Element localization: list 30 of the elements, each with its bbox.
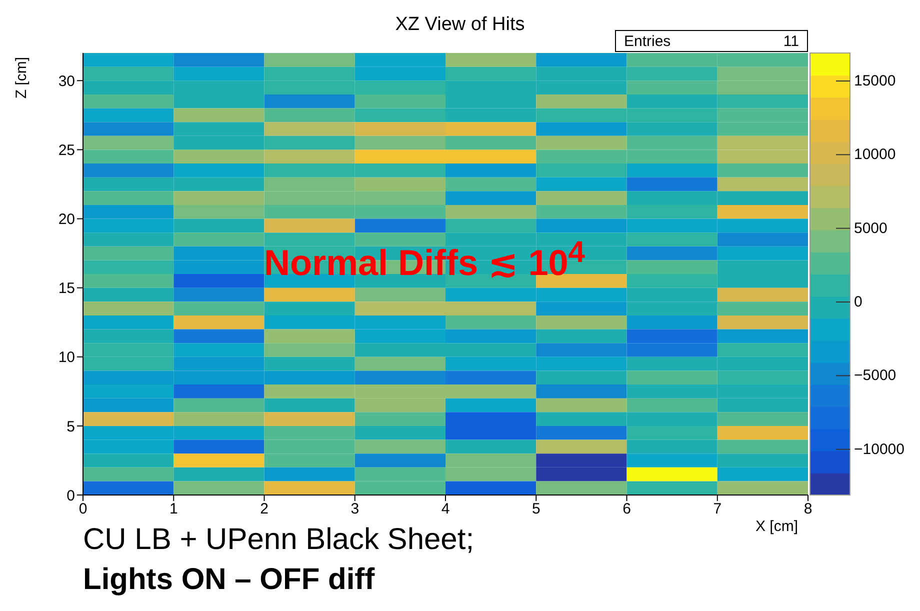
color-bar-label: −5000 (854, 367, 896, 384)
text: 11 (783, 32, 799, 50)
y-tick-label: 15 (58, 280, 75, 298)
x-tick-label: 7 (713, 500, 722, 518)
x-tick-label: 1 (169, 500, 178, 518)
x-tick-label: 0 (78, 500, 88, 518)
y-tick-label: 0 (66, 487, 75, 504)
x-tick-label: 4 (441, 500, 450, 518)
color-bar-label: 10000 (854, 146, 896, 164)
text: CU LB + UPenn Black Sheet; (83, 523, 474, 557)
x-axis-title: X [cm] (755, 518, 798, 535)
y-axis-title: Z [cm] (13, 57, 30, 99)
x-tick-label: 3 (350, 500, 360, 518)
y-tick-label: 25 (58, 142, 75, 160)
color-bar-label: 15000 (854, 72, 896, 90)
y-tick-label: 20 (58, 211, 75, 228)
x-tick-label: 6 (622, 500, 631, 518)
color-bar-label: −10000 (854, 440, 904, 458)
chart-title: XZ View of Hits (395, 14, 525, 35)
y-tick-label: 10 (58, 349, 75, 366)
y-tick-label: 5 (66, 418, 75, 436)
y-tick-label: 30 (58, 72, 75, 90)
color-bar-label: 0 (854, 293, 862, 310)
x-tick-label: 8 (804, 500, 812, 518)
annotation: Normal Diffs ≲ 10$^{4}$ (264, 236, 585, 284)
text: Entries (624, 32, 671, 50)
color-bar-label: 5000 (854, 220, 888, 237)
text: Lights ON – OFF diff (83, 563, 375, 597)
x-tick-label: 2 (260, 500, 268, 518)
x-tick-label: 5 (532, 500, 540, 518)
